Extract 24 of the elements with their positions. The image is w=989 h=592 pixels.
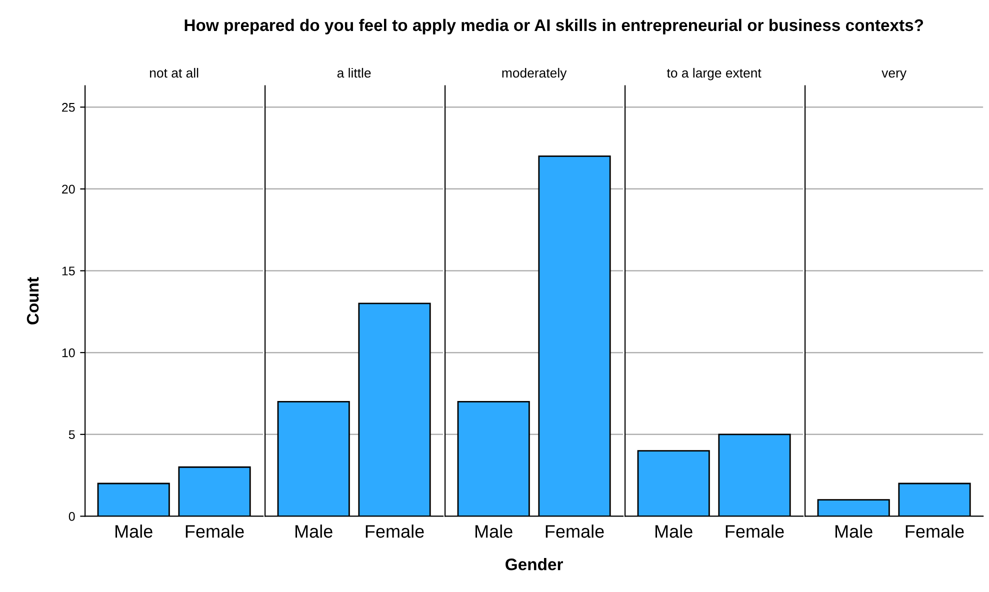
y-tick-label: 20 xyxy=(62,184,75,194)
y-tick-label: 10 xyxy=(62,348,75,358)
chart-subtitle: a little xyxy=(337,68,371,78)
chart-subtitle: moderately xyxy=(502,68,567,80)
x-tick-label: Female xyxy=(726,524,784,538)
x-tick-label: Female xyxy=(366,524,424,538)
x-tick-label: Female xyxy=(906,524,964,538)
y-tick-label: 15 xyxy=(62,266,75,276)
x-axis-title: Gender xyxy=(506,558,563,570)
x-tick-label: Male xyxy=(656,524,692,538)
x-tick-label: Male xyxy=(116,524,152,538)
x-tick-label: Male xyxy=(836,524,872,538)
x-tick-label: Male xyxy=(476,524,512,538)
y-tick-label: 5 xyxy=(68,430,75,440)
x-tick-label: Female xyxy=(186,524,244,538)
x-tick-label: Male xyxy=(296,524,332,538)
y-axis-title: Count xyxy=(26,277,39,324)
chart-subtitle: very xyxy=(882,70,906,80)
chart-subtitle: not at all xyxy=(150,68,198,78)
x-tick-label: Female xyxy=(546,524,604,538)
y-tick-label: 25 xyxy=(62,102,75,112)
chart-subtitle: to a large extent xyxy=(666,68,762,80)
y-tick-label: 0 xyxy=(68,512,75,521)
text: How prepared do you feel to apply media or AI skills in entrepreneurial or business contexts? xyxy=(184,18,924,34)
